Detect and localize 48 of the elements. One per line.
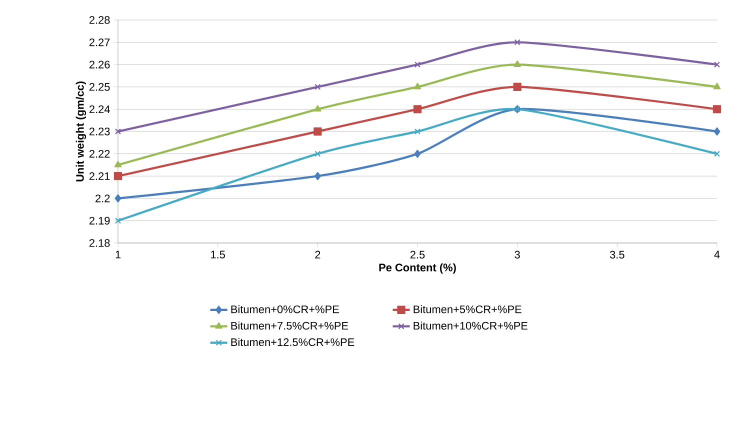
legend-label: Bitumen+5%CR+%PE bbox=[414, 305, 522, 314]
point bbox=[514, 60, 521, 67]
x-tick-label: 1.5 bbox=[211, 250, 225, 258]
y-tick-label: 2.27 bbox=[89, 38, 110, 46]
y-tick-label: 2.24 bbox=[89, 105, 110, 114]
point bbox=[414, 128, 421, 135]
point bbox=[114, 160, 122, 168]
x-tick-label: 3 bbox=[514, 250, 520, 259]
legend-label: Bitumen+12.5%CR+%PE bbox=[231, 338, 354, 346]
point bbox=[314, 150, 321, 157]
point bbox=[114, 194, 122, 202]
y-tick-label: 2.21 bbox=[89, 172, 110, 180]
y-tick-label: 2.2 bbox=[96, 194, 110, 202]
y-tick-label: 2.23 bbox=[89, 128, 110, 136]
point bbox=[314, 127, 322, 136]
point bbox=[714, 62, 720, 68]
point bbox=[314, 105, 322, 112]
point bbox=[114, 172, 122, 180]
point bbox=[714, 127, 720, 136]
x-tick-label: 4 bbox=[714, 250, 720, 258]
x-tick-label: 3.5 bbox=[610, 250, 624, 259]
point bbox=[514, 39, 520, 46]
point bbox=[114, 128, 122, 135]
y-tick-label: 2.19 bbox=[89, 216, 110, 225]
point bbox=[712, 105, 722, 114]
x-tick-label: 2 bbox=[315, 250, 320, 258]
point bbox=[414, 150, 421, 158]
x-axis-title: Pe Content (%) bbox=[379, 263, 456, 274]
y-tick-label: 2.26 bbox=[89, 60, 110, 68]
point bbox=[414, 62, 421, 68]
point bbox=[114, 218, 122, 224]
point bbox=[513, 82, 522, 91]
point bbox=[314, 172, 321, 180]
point bbox=[414, 82, 422, 90]
y-tick-label: 2.18 bbox=[89, 239, 110, 247]
y-tick-label: 2.28 bbox=[89, 16, 110, 24]
x-tick-label: 1 bbox=[116, 250, 121, 258]
y-tick-label: 2.22 bbox=[89, 150, 110, 158]
legend-label: Bitumen+7.5%CR+%PE bbox=[231, 322, 348, 330]
point bbox=[314, 84, 321, 90]
x-tick-label: 2.5 bbox=[410, 250, 425, 259]
point bbox=[413, 105, 422, 114]
y-tick-label: 2.25 bbox=[89, 83, 110, 91]
point bbox=[713, 82, 721, 90]
y-axis-title: Unit weight (gm/cc) bbox=[76, 82, 86, 182]
legend-label: Bitumen+0%CR+%PE bbox=[231, 305, 339, 314]
legend-label: Bitumen+10%CR+%PE bbox=[414, 322, 528, 330]
point bbox=[714, 150, 720, 157]
